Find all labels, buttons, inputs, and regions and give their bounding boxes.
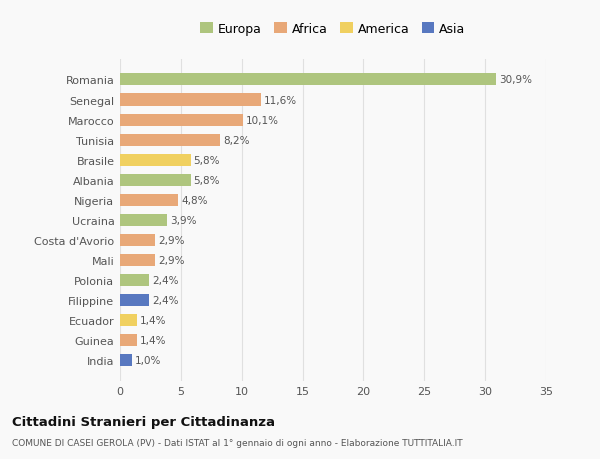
Bar [120, 294, 149, 306]
Bar [120, 154, 191, 166]
Text: 1,4%: 1,4% [140, 336, 167, 345]
Text: 2,9%: 2,9% [158, 235, 185, 245]
Bar [120, 274, 149, 286]
Text: 4,8%: 4,8% [181, 196, 208, 205]
Text: COMUNE DI CASEI GEROLA (PV) - Dati ISTAT al 1° gennaio di ogni anno - Elaborazio: COMUNE DI CASEI GEROLA (PV) - Dati ISTAT… [12, 438, 463, 448]
Bar [120, 74, 496, 86]
Bar [120, 334, 137, 347]
Text: 2,9%: 2,9% [158, 255, 185, 265]
Bar [120, 194, 178, 206]
Bar [120, 114, 243, 126]
Text: 5,8%: 5,8% [194, 155, 220, 165]
Text: 3,9%: 3,9% [170, 215, 197, 225]
Bar [120, 254, 155, 266]
Legend: Europa, Africa, America, Asia: Europa, Africa, America, Asia [196, 18, 470, 41]
Bar [120, 214, 167, 226]
Text: 8,2%: 8,2% [223, 135, 250, 146]
Text: 2,4%: 2,4% [152, 275, 179, 285]
Text: 5,8%: 5,8% [194, 175, 220, 185]
Text: 1,4%: 1,4% [140, 315, 167, 325]
Bar [120, 94, 261, 106]
Bar [120, 235, 155, 246]
Text: 1,0%: 1,0% [135, 355, 161, 365]
Text: 30,9%: 30,9% [499, 75, 532, 85]
Text: 11,6%: 11,6% [264, 95, 298, 105]
Text: 10,1%: 10,1% [246, 115, 279, 125]
Bar [120, 134, 220, 146]
Text: Cittadini Stranieri per Cittadinanza: Cittadini Stranieri per Cittadinanza [12, 415, 275, 428]
Bar [120, 314, 137, 326]
Text: 2,4%: 2,4% [152, 295, 179, 305]
Bar [120, 354, 132, 366]
Bar [120, 174, 191, 186]
